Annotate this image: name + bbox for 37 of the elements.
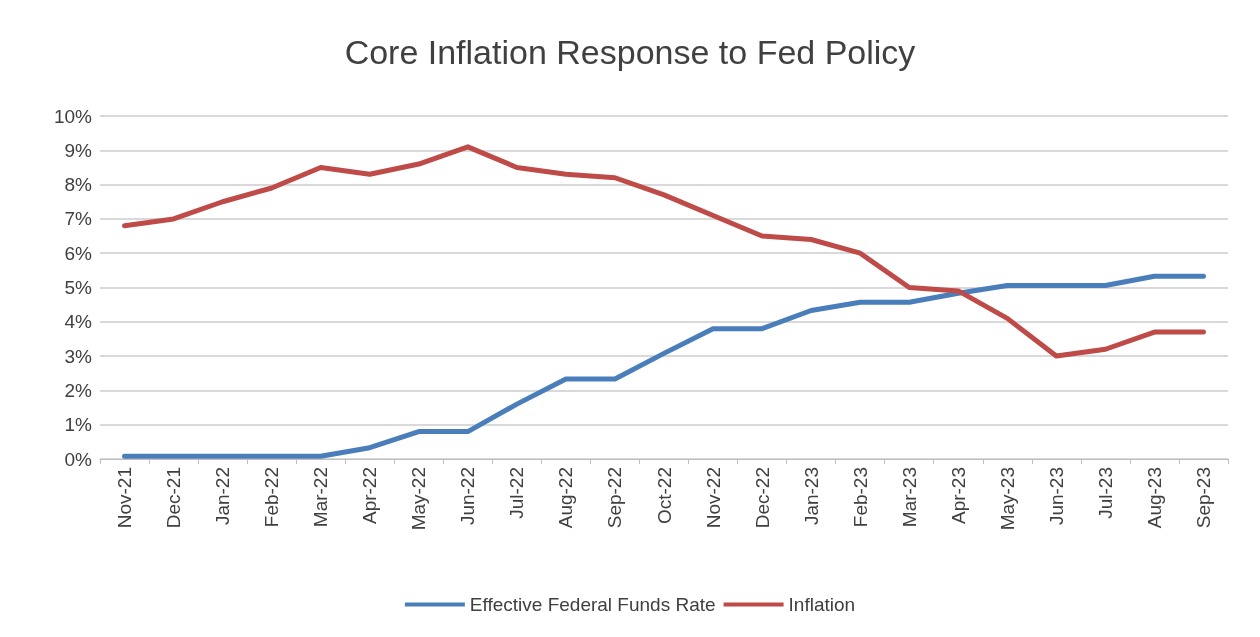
y-tick-label: 7% (64, 208, 93, 230)
x-tick-label: May-22 (408, 467, 430, 531)
x-tick-label: Aug-22 (555, 467, 577, 529)
x-tick-label: Feb-23 (849, 467, 871, 528)
y-tick-label: 10% (53, 105, 93, 127)
chart-title: Core Inflation Response to Fed Policy (344, 33, 916, 71)
legend-label: Inflation (788, 594, 856, 615)
y-tick-label: 4% (64, 311, 93, 333)
x-tick-label: Nov-22 (702, 467, 724, 529)
y-tick-label: 8% (64, 174, 93, 196)
x-tick-label: Jul-23 (1094, 467, 1116, 519)
y-tick-label: 1% (64, 414, 93, 436)
x-tick-label: Aug-23 (1143, 467, 1165, 529)
x-tick-label: Sep-22 (604, 467, 626, 529)
x-tick-label: Apr-22 (359, 467, 381, 525)
x-tick-label: Jun-23 (1045, 467, 1067, 526)
x-tick-label: Jan-23 (800, 467, 822, 526)
x-tick-label: Jan-22 (212, 467, 234, 526)
x-tick-label: Dec-21 (163, 467, 185, 529)
x-tick-label: Mar-22 (310, 467, 332, 528)
y-tick-label: 9% (64, 139, 93, 161)
legend-label: Effective Federal Funds Rate (469, 594, 716, 615)
y-tick-label: 0% (64, 448, 93, 470)
x-tick-label: Jul-22 (506, 467, 528, 519)
x-tick-label: Dec-22 (751, 467, 773, 529)
x-tick-label: Sep-23 (1192, 467, 1214, 529)
x-tick-label: Feb-22 (261, 467, 283, 528)
y-tick-label: 3% (64, 345, 93, 367)
x-tick-label: Oct-22 (653, 467, 675, 525)
x-tick-label: Nov-21 (114, 467, 136, 529)
x-tick-label: May-23 (996, 467, 1018, 531)
x-tick-label: Mar-23 (898, 467, 920, 528)
y-tick-label: 2% (64, 379, 93, 401)
x-tick-label: Jun-22 (457, 467, 479, 526)
x-tick-label: Apr-23 (947, 467, 969, 525)
y-tick-label: 6% (64, 242, 93, 264)
y-tick-label: 5% (64, 277, 93, 298)
